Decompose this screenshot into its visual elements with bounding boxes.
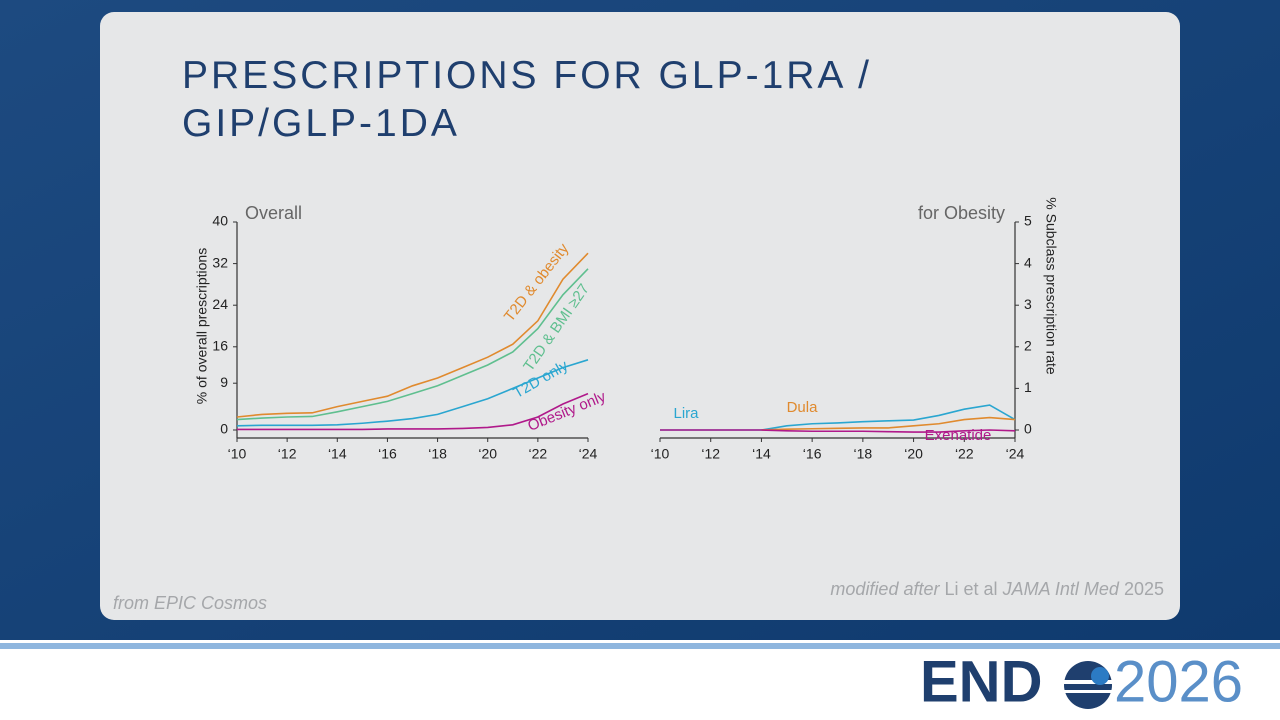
logo-globe — [1062, 661, 1114, 709]
series-line — [236, 252, 589, 418]
x-tick-label: ‘24 — [579, 446, 598, 462]
x-tick-label: ‘24 — [1006, 446, 1025, 462]
x-tick-label: ‘16 — [803, 446, 822, 462]
x-tick-label: ‘12 — [701, 446, 720, 462]
y-tick-label: 4 — [1024, 254, 1032, 270]
y-axis-label: % Subclass prescription rate — [1043, 197, 1059, 375]
y-tick-label: 5 — [1024, 213, 1032, 229]
logo-text: 2026 — [1114, 649, 1243, 714]
series-label: Lira — [673, 405, 699, 422]
series-line — [761, 416, 1016, 431]
slide-title: PRESCRIPTIONS FOR GLP-1RA / GIP/GLP-1DA — [182, 54, 886, 145]
y-tick-label: 2 — [1024, 338, 1032, 354]
citation-part: Li et al — [945, 579, 998, 599]
citation-part: modified after — [830, 579, 940, 599]
y-tick-label: 3 — [1024, 296, 1032, 312]
series-line — [237, 392, 589, 431]
x-tick-label: ‘16 — [378, 446, 397, 462]
title-line: PRESCRIPTIONS FOR GLP-1RA / — [182, 54, 872, 97]
title-line: GIP/GLP-1DA — [182, 102, 460, 145]
y-tick-label: 40 — [212, 213, 228, 229]
chart-title: for Obesity — [918, 203, 1005, 223]
panel — [100, 12, 1180, 620]
x-tick-label: ‘18 — [428, 446, 447, 462]
y-axis-label: % of overall prescriptions — [194, 248, 210, 404]
logo-text: END — [920, 649, 1042, 714]
y-tick-label: 1 — [1024, 379, 1032, 395]
series-line — [236, 359, 589, 427]
y-tick-label: 9 — [220, 374, 228, 390]
series-label: Exenatide — [925, 427, 992, 444]
series-line — [236, 268, 589, 421]
x-tick-label: ‘22 — [529, 446, 548, 462]
chart-title: Overall — [245, 203, 302, 223]
x-tick-label: ‘20 — [478, 446, 497, 462]
x-tick-label: ‘18 — [854, 446, 873, 462]
y-tick-label: 0 — [220, 421, 228, 437]
y-tick-label: 32 — [212, 254, 228, 270]
x-tick-label: ‘12 — [278, 446, 297, 462]
x-tick-label: ‘10 — [228, 446, 247, 462]
x-tick-label: ‘14 — [752, 446, 771, 462]
series-line — [660, 429, 1016, 433]
x-tick-label: ‘22 — [955, 446, 974, 462]
y-tick-label: 24 — [212, 296, 228, 312]
series-label: Dula — [787, 399, 819, 416]
y-tick-label: 0 — [1024, 421, 1032, 437]
x-tick-label: ‘20 — [904, 446, 923, 462]
citation-part: 2025 — [1124, 579, 1164, 599]
source: from EPIC Cosmos — [113, 593, 267, 613]
citation-part: JAMA Intl Med — [1002, 579, 1120, 599]
citation: modified after Li et al JAMA Intl Med 20… — [830, 579, 1164, 599]
y-tick-label: 16 — [212, 338, 228, 354]
x-tick-label: ‘14 — [328, 446, 347, 462]
footer-rule — [0, 643, 1280, 649]
x-tick-label: ‘10 — [651, 446, 670, 462]
